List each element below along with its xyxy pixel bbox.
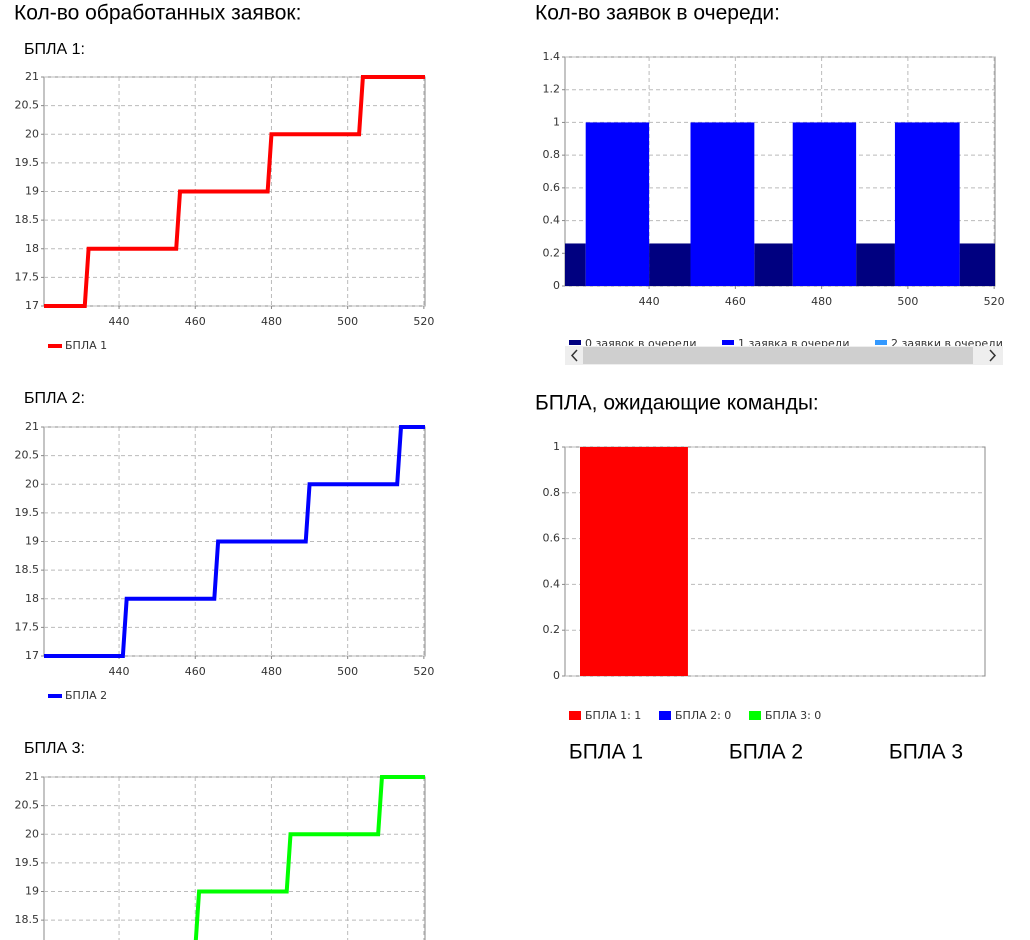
scroll-right[interactable] (989, 349, 997, 362)
legend-label: 1 заявка в очереди (738, 337, 850, 350)
y-tick-label: 0.4 (543, 214, 561, 227)
legend-swatch (569, 340, 581, 345)
y-tick-label: 20.5 (15, 799, 40, 812)
chart-title: БПЛА 1: (24, 41, 85, 58)
y-tick-label: 0.2 (543, 246, 561, 259)
data-line (44, 75, 425, 308)
x-tick-label: 520 (984, 295, 1005, 308)
y-tick-label: 0.6 (543, 532, 561, 545)
x-tick-label: 500 (897, 295, 918, 308)
y-tick-label: 18 (25, 592, 39, 605)
y-tick-label: 20.5 (15, 99, 40, 112)
bar (754, 243, 793, 286)
legend-swatch (659, 711, 671, 720)
y-tick-label: 17 (25, 649, 39, 662)
y-tick-label: 17.5 (15, 270, 40, 283)
chart-title: БПЛА 3: (24, 740, 85, 757)
chart-title: БПЛА 2: (24, 390, 85, 407)
legend-swatch (875, 340, 887, 345)
x-tick-label: 440 (639, 295, 660, 308)
x-tick-label: 500 (337, 665, 358, 678)
heading: БПЛА, ожидающие команды: (535, 392, 819, 415)
scroll-left[interactable] (570, 349, 578, 362)
bar (792, 122, 857, 286)
bar (856, 243, 895, 286)
x-tick-label: 480 (261, 315, 282, 328)
uav-label: БПЛА 2 (729, 741, 803, 764)
y-tick-label: 0.8 (543, 148, 561, 161)
legend-label: БПЛА 1: 1 (585, 709, 641, 722)
y-tick-label: 0 (553, 669, 560, 682)
x-tick-label: 460 (185, 315, 206, 328)
y-tick-label: 19.5 (15, 506, 40, 519)
y-tick-label: 20.5 (15, 449, 40, 462)
y-tick-label: 20 (25, 827, 39, 840)
x-tick-label: 520 (413, 665, 434, 678)
y-tick-label: 20 (25, 127, 39, 140)
heading: Кол-во обработанных заявок: (14, 2, 301, 25)
y-tick-label: 21 (25, 420, 39, 433)
bar (690, 122, 755, 286)
y-tick-label: 0.2 (543, 623, 561, 636)
x-tick-label: 480 (811, 295, 832, 308)
x-tick-label: 440 (109, 315, 130, 328)
y-tick-label: 0.4 (543, 577, 561, 590)
y-tick-label: 17 (25, 299, 39, 312)
legend-label: БПЛА 2: 0 (675, 709, 731, 722)
uav-label: БПЛА 3 (889, 741, 963, 764)
bar (959, 243, 995, 286)
data-line (193, 775, 425, 940)
y-tick-label: 19 (25, 185, 39, 198)
bar (580, 447, 688, 676)
y-tick-label: 19 (25, 535, 39, 548)
legend-label: БПЛА 2 (65, 689, 107, 702)
x-tick-label: 460 (185, 665, 206, 678)
y-tick-label: 21 (25, 70, 39, 83)
y-tick-label: 0 (553, 279, 560, 292)
y-tick-label: 18 (25, 242, 39, 255)
y-tick-label: 1.2 (543, 83, 561, 96)
bar (649, 243, 691, 286)
y-tick-label: 19.5 (15, 856, 40, 869)
legend: 0 заявок в очереди 1 заявка в очереди 2 за… (569, 337, 1003, 350)
y-tick-label: 0.8 (543, 486, 561, 499)
x-tick-label: 500 (337, 315, 358, 328)
y-tick-label: 18.5 (15, 563, 40, 576)
y-tick-label: 1 (553, 440, 560, 453)
legend-swatch (749, 711, 761, 720)
uav-label: БПЛА 1 (569, 741, 643, 764)
bar (894, 122, 960, 286)
bar (565, 243, 586, 286)
x-tick-label: 480 (261, 665, 282, 678)
legend-swatch (722, 340, 734, 345)
plot-area (43, 776, 426, 940)
scroll-thumb[interactable] (583, 347, 973, 364)
data-line (44, 425, 425, 658)
heading: Кол-во заявок в очереди: (535, 2, 780, 25)
x-tick-label: 460 (725, 295, 746, 308)
x-tick-label: 520 (413, 315, 434, 328)
y-tick-label: 21 (25, 770, 39, 783)
x-tick-label: 440 (109, 665, 130, 678)
legend-label: 2 заявки в очереди (891, 337, 1003, 350)
scrollbar[interactable] (565, 346, 1003, 365)
y-tick-label: 20 (25, 477, 39, 490)
bar (585, 122, 650, 286)
legend-label: БПЛА 1 (65, 339, 107, 352)
y-tick-label: 0.6 (543, 181, 561, 194)
legend-swatch (569, 711, 581, 720)
y-tick-label: 1.4 (543, 50, 561, 63)
y-tick-label: 19 (25, 885, 39, 898)
legend-label: 0 заявок в очереди (585, 337, 697, 350)
y-tick-label: 18.5 (15, 213, 40, 226)
y-tick-label: 17.5 (15, 620, 40, 633)
y-tick-label: 18.5 (15, 913, 40, 926)
y-tick-label: 1 (553, 115, 560, 128)
y-tick-label: 19.5 (15, 156, 40, 169)
legend-label: БПЛА 3: 0 (765, 709, 821, 722)
